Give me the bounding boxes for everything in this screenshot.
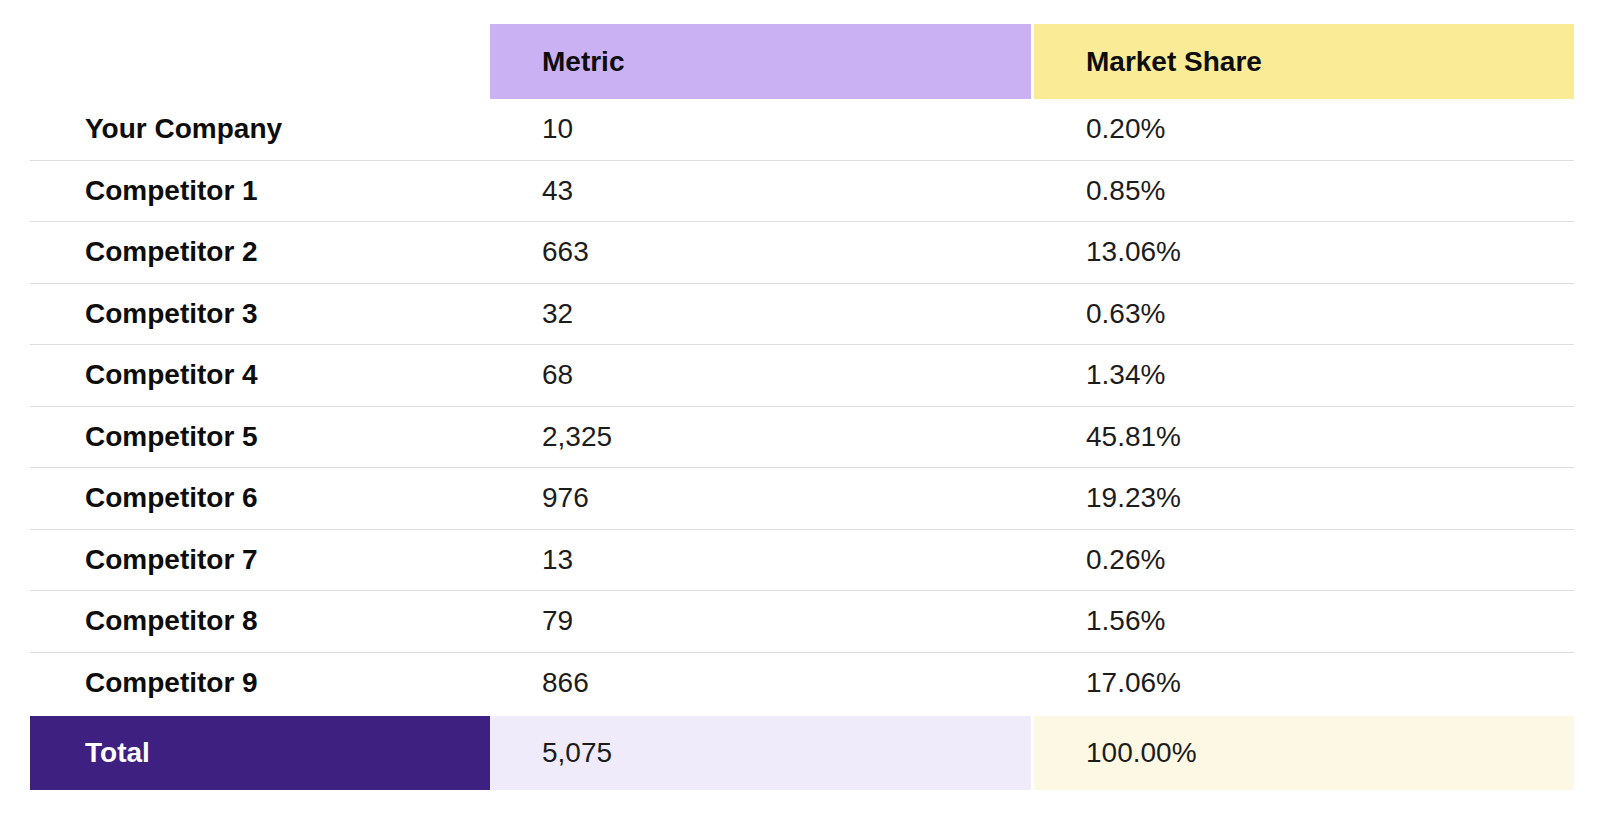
table-row: Competitor 52,32545.81% bbox=[30, 407, 1574, 469]
table-header-row: Metric Market Share bbox=[30, 24, 1574, 99]
metric-value: 68 bbox=[490, 345, 1031, 406]
metric-value: 2,325 bbox=[490, 407, 1031, 468]
market-share-value: 45.81% bbox=[1034, 407, 1574, 468]
row-label: Competitor 3 bbox=[30, 284, 490, 345]
market-share-value: 0.63% bbox=[1034, 284, 1574, 345]
table-row: Competitor 3320.63% bbox=[30, 284, 1574, 346]
row-label: Competitor 6 bbox=[30, 468, 490, 529]
row-label: Your Company bbox=[30, 99, 490, 160]
table-row: Competitor 697619.23% bbox=[30, 468, 1574, 530]
row-label: Competitor 4 bbox=[30, 345, 490, 406]
row-label: Competitor 1 bbox=[30, 161, 490, 222]
table-row: Competitor 266313.06% bbox=[30, 222, 1574, 284]
metric-value: 79 bbox=[490, 591, 1031, 652]
header-spacer bbox=[30, 24, 490, 99]
metric-value: 13 bbox=[490, 530, 1031, 591]
metric-value: 663 bbox=[490, 222, 1031, 283]
table-row: Competitor 8791.56% bbox=[30, 591, 1574, 653]
market-share-value: 0.26% bbox=[1034, 530, 1574, 591]
row-label: Competitor 2 bbox=[30, 222, 490, 283]
table-row: Your Company100.20% bbox=[30, 99, 1574, 161]
metric-value: 10 bbox=[490, 99, 1031, 160]
row-label: Competitor 8 bbox=[30, 591, 490, 652]
market-share-value: 17.06% bbox=[1034, 653, 1574, 715]
market-share-table: Metric Market Share Your Company100.20%C… bbox=[30, 24, 1574, 790]
total-row: Total 5,075 100.00% bbox=[30, 716, 1574, 790]
market-share-value: 1.34% bbox=[1034, 345, 1574, 406]
total-market-share-value: 100.00% bbox=[1034, 716, 1574, 790]
total-metric-value: 5,075 bbox=[490, 716, 1031, 790]
market-share-column-header: Market Share bbox=[1034, 24, 1574, 99]
market-share-value: 0.85% bbox=[1034, 161, 1574, 222]
metric-value: 976 bbox=[490, 468, 1031, 529]
market-share-value: 13.06% bbox=[1034, 222, 1574, 283]
row-label: Competitor 5 bbox=[30, 407, 490, 468]
market-share-value: 1.56% bbox=[1034, 591, 1574, 652]
table-row: Competitor 7130.26% bbox=[30, 530, 1574, 592]
market-share-value: 19.23% bbox=[1034, 468, 1574, 529]
metric-column-header: Metric bbox=[490, 24, 1031, 99]
table-row: Competitor 986617.06% bbox=[30, 653, 1574, 715]
metric-value: 32 bbox=[490, 284, 1031, 345]
row-label: Competitor 7 bbox=[30, 530, 490, 591]
total-row-label: Total bbox=[30, 716, 490, 790]
table-row: Competitor 1430.85% bbox=[30, 161, 1574, 223]
metric-value: 866 bbox=[490, 653, 1031, 715]
row-label: Competitor 9 bbox=[30, 653, 490, 715]
market-share-value: 0.20% bbox=[1034, 99, 1574, 160]
table-body: Your Company100.20%Competitor 1430.85%Co… bbox=[30, 99, 1574, 714]
table-row: Competitor 4681.34% bbox=[30, 345, 1574, 407]
metric-value: 43 bbox=[490, 161, 1031, 222]
